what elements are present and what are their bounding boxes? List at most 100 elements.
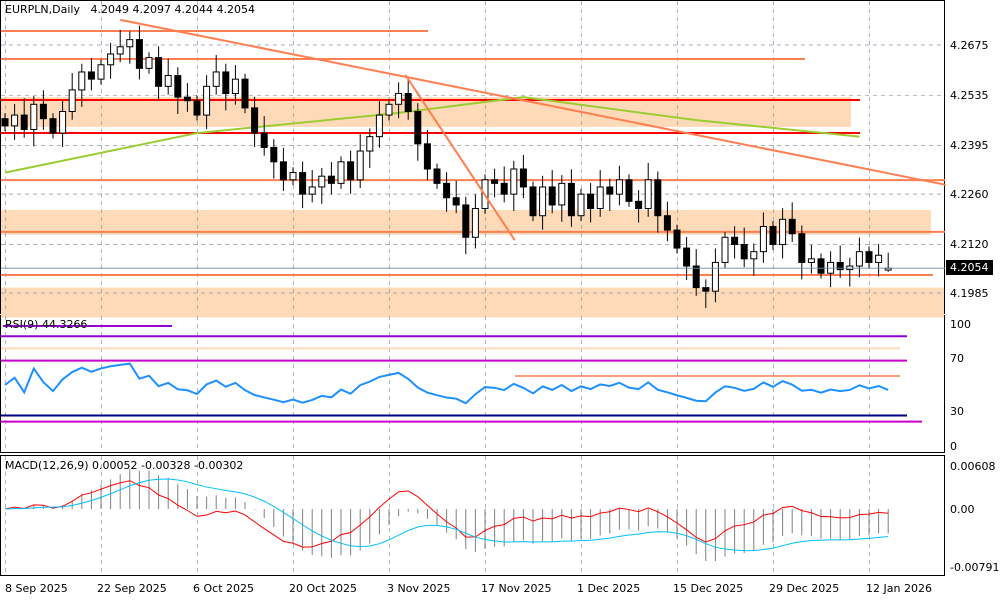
candle-body (366, 136, 374, 152)
price-tick: 4.2395 (950, 139, 989, 152)
candle-body (471, 208, 479, 238)
chart-header: EURPLN,Daily 4.2049 4.2097 4.2044 4.2054 (5, 3, 255, 16)
candle-body (500, 182, 508, 195)
candle-body (155, 57, 163, 87)
candle-body (644, 179, 652, 210)
symbol-timeframe: EURPLN,Daily (5, 3, 80, 16)
candle-body (865, 251, 873, 263)
candle-body (174, 75, 182, 98)
candle-body (779, 218, 787, 245)
candle-body (289, 172, 297, 181)
candle-body (107, 53, 115, 66)
rsi-label: RSI(9) 44.3266 (5, 318, 88, 331)
candle-body (807, 258, 815, 263)
rsi-tick: 100 (950, 318, 971, 331)
candle-body (654, 179, 662, 217)
candle-body (78, 71, 86, 91)
trendline (404, 74, 516, 241)
time-tick: 29 Dec 2025 (769, 582, 840, 595)
close-value: 4.2054 (216, 3, 255, 16)
rsi-tick: 70 (950, 352, 964, 365)
candle-body (30, 103, 38, 130)
candle-body (68, 89, 76, 112)
candle-body (126, 39, 134, 48)
candle-body (395, 93, 403, 105)
candle-body (519, 168, 527, 188)
candle-body (87, 71, 95, 80)
candle-body (145, 57, 153, 69)
candle-body (433, 168, 441, 184)
candle-body (97, 64, 105, 80)
open-value: 4.2049 (90, 3, 129, 16)
low-value: 4.2044 (174, 3, 213, 16)
candle-body (231, 78, 239, 95)
macd-panel (0, 455, 945, 576)
candle-body (164, 75, 172, 87)
candle-body (759, 225, 767, 253)
macd-tick: -0.00791 (950, 561, 1000, 574)
candle-body (625, 179, 633, 202)
candle-body (817, 258, 825, 274)
time-tick: 20 Oct 2025 (289, 582, 358, 595)
candle-body (222, 71, 230, 95)
candle-body (567, 182, 575, 217)
candle-body (337, 161, 345, 184)
candle-body (347, 161, 355, 181)
trendline (120, 18, 946, 186)
time-tick: 8 Sep 2025 (5, 582, 68, 595)
candle-body (212, 71, 220, 87)
candle-body (116, 46, 124, 55)
candle-body (529, 186, 537, 217)
candle-body (356, 150, 364, 181)
macd-label: MACD(12,26,9) 0.00052 -0.00328 -0.00302 (5, 459, 244, 472)
candle-body (20, 114, 28, 130)
time-tick: 12 Jan 2026 (866, 582, 932, 595)
candle-body (788, 218, 796, 235)
candle-body (375, 114, 383, 138)
candle-body (577, 193, 585, 217)
candle-body (663, 215, 671, 231)
candle-body (318, 175, 326, 188)
rsi-tick: 30 (950, 405, 964, 418)
candle-body (683, 247, 691, 267)
time-tick: 6 Oct 2025 (193, 582, 255, 595)
candle-body (731, 236, 739, 245)
candle-body (299, 172, 307, 195)
candle-body (404, 93, 412, 112)
time-tick: 17 Nov 2025 (481, 582, 552, 595)
candle-body (452, 197, 460, 206)
candle-body (548, 186, 556, 206)
candle-body (251, 107, 259, 134)
macd-signal-line (4, 478, 889, 552)
candle-body (702, 287, 710, 292)
candle-body (606, 186, 614, 195)
rsi-tick: 0 (950, 440, 957, 453)
candle-body (327, 175, 335, 184)
candle-body (615, 179, 623, 195)
candle-body (260, 132, 268, 148)
candle-body (279, 161, 287, 181)
candle-body (1, 118, 9, 127)
price-tick: 4.2120 (950, 238, 989, 251)
candle-body (673, 229, 681, 249)
candle-body (510, 168, 518, 195)
candle-body (558, 182, 566, 206)
sma-line (4, 96, 860, 174)
candle-body (836, 261, 844, 271)
support-resistance-zone (1, 287, 944, 318)
candle-body (49, 118, 57, 134)
candle-body (39, 103, 47, 120)
candle-body (491, 179, 499, 184)
candle-body (443, 182, 451, 199)
candle-body (241, 78, 249, 109)
price-tick: 4.2535 (950, 89, 989, 102)
time-tick: 22 Sep 2025 (97, 582, 167, 595)
last-price-marker: 4.2054 (946, 260, 993, 275)
candle-body (135, 39, 143, 69)
candle-body (183, 96, 191, 102)
candle-body (769, 225, 777, 245)
price-tick: 4.1985 (950, 287, 989, 300)
candle-body (11, 114, 19, 127)
time-tick: 15 Dec 2025 (673, 582, 744, 595)
